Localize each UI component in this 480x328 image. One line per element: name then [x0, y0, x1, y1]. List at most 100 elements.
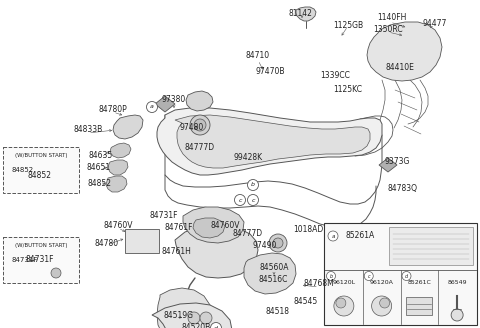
FancyBboxPatch shape	[407, 297, 432, 315]
Text: 94477: 94477	[423, 19, 447, 29]
Text: d: d	[405, 274, 408, 278]
Text: 84710: 84710	[246, 51, 270, 59]
Text: c: c	[252, 197, 255, 202]
Circle shape	[200, 312, 212, 324]
Polygon shape	[32, 175, 57, 190]
Circle shape	[326, 272, 336, 280]
Text: 84783Q: 84783Q	[387, 183, 417, 193]
Circle shape	[451, 309, 463, 321]
Text: 84519G: 84519G	[163, 311, 193, 319]
Text: 84651: 84651	[87, 163, 111, 173]
Text: 84852: 84852	[28, 171, 52, 179]
Circle shape	[51, 268, 61, 278]
Circle shape	[188, 312, 200, 324]
Text: 84518: 84518	[266, 308, 290, 317]
Polygon shape	[193, 218, 225, 238]
Circle shape	[380, 298, 390, 308]
FancyBboxPatch shape	[125, 229, 159, 253]
Text: 85261C: 85261C	[408, 280, 432, 285]
Circle shape	[211, 322, 221, 328]
Text: 84852: 84852	[87, 178, 111, 188]
FancyBboxPatch shape	[3, 147, 79, 193]
FancyBboxPatch shape	[324, 223, 477, 325]
Circle shape	[248, 179, 259, 191]
Circle shape	[269, 234, 287, 252]
Circle shape	[273, 238, 283, 248]
Text: 1125KC: 1125KC	[334, 86, 362, 94]
Circle shape	[146, 101, 157, 113]
Polygon shape	[157, 108, 382, 175]
Text: 84777D: 84777D	[185, 144, 215, 153]
Text: 84761F: 84761F	[165, 223, 193, 233]
Text: c: c	[367, 274, 370, 278]
Circle shape	[364, 272, 373, 280]
Text: 84777D: 84777D	[233, 230, 263, 238]
Polygon shape	[157, 288, 212, 328]
Text: 81142: 81142	[288, 10, 312, 18]
Polygon shape	[110, 143, 131, 158]
Text: 96120L: 96120L	[332, 280, 355, 285]
Text: 84731F: 84731F	[26, 256, 54, 264]
Text: d: d	[214, 325, 218, 328]
Text: c: c	[238, 197, 242, 202]
Polygon shape	[379, 158, 397, 172]
Text: 9373G: 9373G	[384, 157, 410, 167]
Text: 1339CC: 1339CC	[320, 72, 350, 80]
Text: 84410E: 84410E	[385, 64, 414, 72]
Text: a: a	[331, 234, 335, 238]
Polygon shape	[108, 160, 128, 175]
Circle shape	[336, 298, 346, 308]
Polygon shape	[155, 96, 175, 112]
Text: (W/BUTTON START): (W/BUTTON START)	[15, 153, 67, 157]
Text: 84780: 84780	[95, 238, 119, 248]
Text: 1018AD: 1018AD	[293, 224, 323, 234]
FancyBboxPatch shape	[389, 227, 473, 265]
Text: 84833B: 84833B	[73, 126, 103, 134]
Polygon shape	[367, 22, 442, 81]
Text: 97480: 97480	[180, 124, 204, 133]
Text: 1140FH: 1140FH	[377, 13, 407, 23]
Circle shape	[190, 115, 210, 135]
Text: b: b	[251, 182, 255, 188]
Text: 97490: 97490	[253, 241, 277, 251]
Circle shape	[194, 119, 206, 131]
Polygon shape	[175, 115, 370, 168]
Circle shape	[372, 296, 392, 316]
Text: 97380: 97380	[162, 95, 186, 105]
Text: 99428K: 99428K	[233, 154, 263, 162]
Polygon shape	[106, 176, 127, 192]
Text: 84545: 84545	[294, 297, 318, 306]
Circle shape	[235, 195, 245, 206]
Text: 84731F: 84731F	[12, 257, 38, 263]
Circle shape	[402, 272, 411, 280]
Polygon shape	[113, 115, 143, 139]
Text: 1350RC: 1350RC	[373, 26, 403, 34]
FancyBboxPatch shape	[3, 237, 79, 283]
Text: 85261A: 85261A	[345, 232, 374, 240]
Polygon shape	[31, 265, 52, 281]
Text: 86549: 86549	[447, 280, 467, 285]
Text: 84760V: 84760V	[210, 221, 240, 231]
Text: a: a	[150, 105, 154, 110]
Text: 84635: 84635	[89, 151, 113, 159]
Text: 1125GB: 1125GB	[333, 22, 363, 31]
Text: 84761H: 84761H	[161, 248, 191, 256]
Polygon shape	[296, 7, 316, 21]
Text: 84768M: 84768M	[304, 279, 335, 289]
Circle shape	[328, 231, 338, 241]
Circle shape	[248, 195, 259, 206]
Circle shape	[334, 296, 354, 316]
Text: 84560A: 84560A	[259, 263, 289, 273]
Polygon shape	[244, 253, 296, 294]
Polygon shape	[183, 207, 244, 243]
Text: 84780P: 84780P	[98, 105, 127, 113]
Text: 84760V: 84760V	[103, 220, 133, 230]
Text: b: b	[329, 274, 333, 278]
Text: (W/BUTTON START): (W/BUTTON START)	[15, 242, 67, 248]
Text: 97470B: 97470B	[255, 68, 285, 76]
Polygon shape	[152, 303, 232, 328]
Text: 84516C: 84516C	[258, 275, 288, 283]
Text: 84520B: 84520B	[181, 322, 211, 328]
Polygon shape	[175, 225, 258, 278]
Text: 84731F: 84731F	[150, 212, 178, 220]
